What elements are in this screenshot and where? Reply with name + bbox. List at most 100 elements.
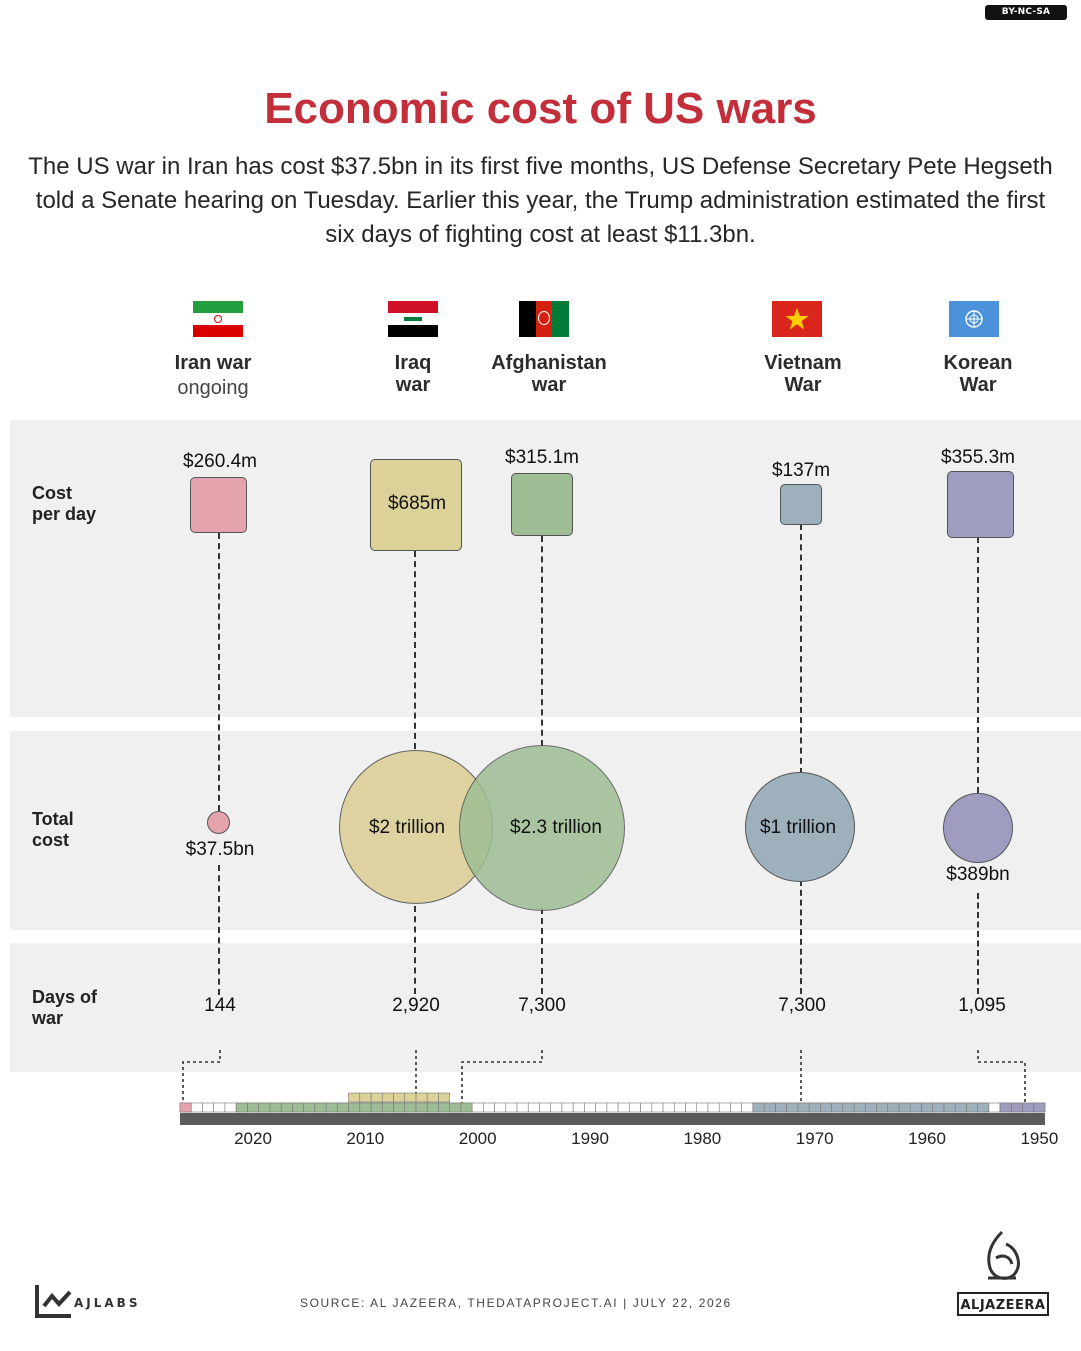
- timeline-span-cell: [977, 1102, 990, 1113]
- timeline-span-cell: [348, 1092, 361, 1103]
- timeline-span-cell: [393, 1092, 405, 1103]
- total-cost-circle-afghanistan: [459, 745, 625, 911]
- cost-per-day-square-iraq: [370, 459, 462, 551]
- timeline-year-cell: [988, 1102, 1001, 1113]
- connector-vietnam-lower: [800, 880, 802, 994]
- days-label-korea: 1,095: [958, 995, 1006, 1016]
- timeline-span-cell: [359, 1092, 372, 1103]
- row-label-total-cost: Total cost: [32, 809, 74, 850]
- connector-vietnam-upper: [800, 524, 802, 774]
- connector-iran-upper: [218, 533, 220, 811]
- total-cost-label-afghanistan: $2.3 trillion: [510, 817, 602, 838]
- timeline-span-cell: [381, 1102, 394, 1113]
- row-label-cost-per-day: Cost per day: [32, 483, 97, 524]
- timeline-span-cell: [831, 1102, 844, 1113]
- timeline-span-cell: [864, 1102, 877, 1113]
- timeline-span-cell: [393, 1102, 405, 1113]
- timeline-bar: [179, 1092, 1046, 1125]
- timeline-span-cell: [954, 1102, 967, 1113]
- timeline-span-cell: [381, 1092, 394, 1103]
- timeline-year-cell: [572, 1102, 585, 1113]
- source-note: SOURCE: AL JAZEERA, THEDATAPROJECT.AI | …: [300, 1296, 732, 1310]
- page-subtitle: The US war in Iran has cost $37.5bn in i…: [28, 153, 1053, 248]
- timeline-span-cell: [1033, 1102, 1046, 1113]
- timeline-span-cell: [909, 1102, 922, 1113]
- timeline-span-cell: [921, 1102, 933, 1113]
- license-badge: BY-NC-SA: [985, 5, 1067, 20]
- cost-per-day-label-afghanistan: $315.1m: [505, 447, 579, 468]
- timeline-span-cell: [404, 1102, 417, 1113]
- days-label-iran: 144: [204, 995, 236, 1016]
- timeline-connector-iran: [182, 1050, 221, 1104]
- connector-iran-lower: [218, 865, 220, 995]
- timeline-year-cell: [595, 1102, 608, 1113]
- timeline-span-cell: [359, 1102, 372, 1113]
- timeline-span-cell: [999, 1102, 1012, 1113]
- timeline-span-cell: [438, 1092, 450, 1103]
- cost-per-day-label-vietnam: $137m: [771, 460, 831, 481]
- row-label-days: Days of war: [32, 987, 98, 1028]
- timeline-span-cell: [1022, 1102, 1035, 1113]
- timeline-span-cell: [426, 1102, 439, 1113]
- timeline-span-cell: [932, 1102, 945, 1113]
- war-name-iraq: Iraq war: [394, 352, 432, 396]
- cost-per-day-square-vietnam: [780, 484, 822, 525]
- cost-per-day-square-iran: [190, 477, 247, 533]
- timeline-span-cell: [303, 1102, 316, 1113]
- timeline-year-cell: [505, 1102, 518, 1113]
- cost-per-day-label-iran: $260.4m: [183, 451, 257, 472]
- cost-per-day-square-korea: [947, 471, 1014, 538]
- timeline-year-cell: [662, 1102, 675, 1113]
- timeline-span-cell: [370, 1092, 383, 1103]
- ajlabs-logo-icon: [35, 1285, 72, 1318]
- timeline-year-cell: [651, 1102, 664, 1113]
- timeline-year-cell: [516, 1102, 529, 1113]
- timeline-span-cell: [415, 1092, 428, 1103]
- timeline-connector-korea: [977, 1050, 1026, 1104]
- timeline-span-cell: [1010, 1102, 1023, 1113]
- timeline-year-cell: [617, 1102, 630, 1113]
- ajlabs-brand: AJLABS: [74, 1296, 141, 1310]
- timeline-span-cell: [292, 1102, 304, 1113]
- timeline-span-cell: [775, 1102, 787, 1113]
- cost-per-day-label-iraq: $685m: [387, 493, 447, 514]
- timeline-span-cell: [336, 1102, 349, 1113]
- timeline-span-cell: [247, 1102, 259, 1113]
- timeline-span-cell: [966, 1102, 978, 1113]
- war-status-iran: ongoing: [177, 377, 249, 399]
- timeline-year-cell: [584, 1102, 596, 1113]
- timeline-span-cell: [348, 1102, 361, 1113]
- timeline-span-cell: [460, 1102, 473, 1113]
- page-title: Economic cost of US wars: [264, 84, 817, 133]
- timeline-span-cell: [314, 1102, 327, 1113]
- timeline-tick-label: 1970: [795, 1129, 834, 1148]
- timeline-year-cell: [539, 1102, 552, 1113]
- timeline-connectors: [182, 1050, 1026, 1104]
- timeline-year-cell: [718, 1102, 731, 1113]
- timeline-tick-label: 1950: [1020, 1129, 1059, 1148]
- timeline-span-cell: [763, 1102, 776, 1113]
- timeline-span-cell: [786, 1102, 799, 1113]
- connector-iraq-lower: [414, 906, 416, 994]
- timeline-span-cell: [752, 1102, 765, 1113]
- timeline-span-cell: [325, 1102, 338, 1113]
- timeline-year-cell: [483, 1102, 495, 1113]
- timeline-span-cell: [808, 1102, 821, 1113]
- iraq-flag-icon: [388, 301, 438, 337]
- connector-korea-lower: [977, 893, 979, 994]
- timeline-year-cell: [707, 1102, 720, 1113]
- timeline-year-cell: [696, 1102, 709, 1113]
- vietnam-flag-icon: [772, 301, 822, 337]
- timeline-span-cell: [943, 1102, 956, 1113]
- un-flag-icon: [949, 301, 999, 337]
- timeline-span-cell: [797, 1102, 810, 1113]
- days-label-afghanistan: 7,300: [518, 995, 566, 1016]
- timeline-year-cell: [494, 1102, 507, 1113]
- total-cost-circle-vietnam: [745, 772, 855, 882]
- war-name-vietnam: Vietnam War: [764, 352, 842, 396]
- timeline-span-cell: [876, 1102, 889, 1113]
- timeline-year-cell: [629, 1102, 641, 1113]
- timeline-span-cell: [842, 1102, 855, 1113]
- timeline-year-cell: [550, 1102, 563, 1113]
- aljazeera-logo: ALJAZEERA: [957, 1292, 1049, 1316]
